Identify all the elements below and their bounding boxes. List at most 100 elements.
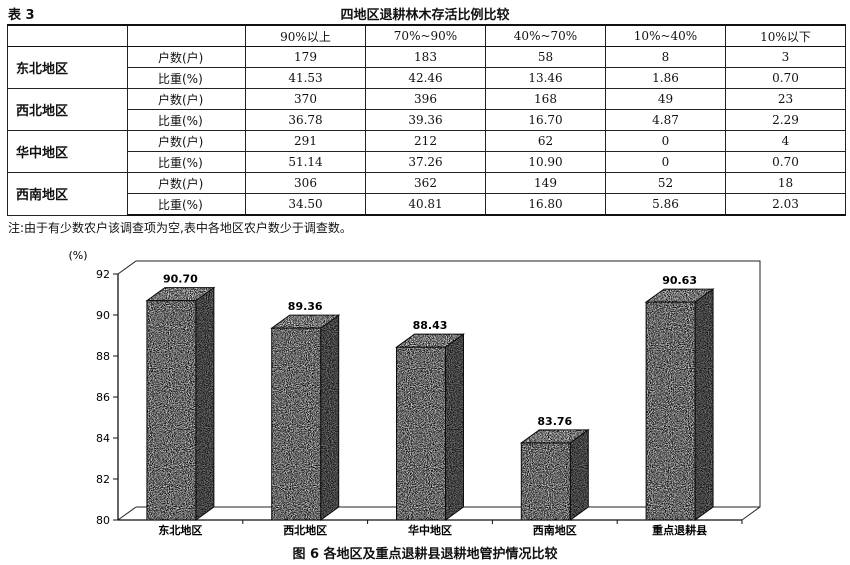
- household-count-cell: 183: [365, 46, 486, 68]
- table-row: 比重(%) 41.53 42.46 13.46 1.86 0.70: [8, 67, 846, 89]
- household-count-cell: 291: [245, 130, 366, 152]
- header-blank-cell: [127, 24, 246, 47]
- share-percent-cell: 16.70: [485, 109, 606, 131]
- x-tick-label: 东北地区: [158, 523, 202, 537]
- bar-top-texture: [646, 289, 714, 303]
- household-count-cell: 370: [245, 88, 366, 110]
- x-tick-label: 重点退耕县: [652, 523, 707, 537]
- share-percent-cell: 2.03: [725, 193, 846, 216]
- bar-value-label: 90.70: [163, 273, 198, 286]
- share-percent-cell: 37.26: [365, 151, 486, 173]
- share-percent-cell: 51.14: [245, 151, 366, 173]
- household-count-cell: 362: [365, 172, 486, 194]
- bar-value-label: 89.36: [288, 300, 323, 313]
- household-count-cell: 306: [245, 172, 366, 194]
- bar-side-texture: [445, 334, 464, 520]
- x-tick-label: 华中地区: [408, 523, 452, 537]
- chart-floor-side-edge: [117, 506, 137, 521]
- share-percent-cell: 13.46: [485, 67, 606, 89]
- bar-top-texture: [146, 287, 214, 301]
- column-header: 10%~40%: [605, 24, 726, 47]
- share-percent-cell: 36.78: [245, 109, 366, 131]
- bar-value-label: 88.43: [413, 319, 448, 332]
- bar: 89.36: [270, 300, 341, 521]
- share-percent-cell: 41.53: [245, 67, 366, 89]
- household-count-cell: 52: [605, 172, 726, 194]
- household-count-cell: 149: [485, 172, 606, 194]
- share-percent-cell: 42.46: [365, 67, 486, 89]
- household-count-cell: 168: [485, 88, 606, 110]
- household-count-cell: 4: [725, 130, 846, 152]
- household-count-cell: 62: [485, 130, 606, 152]
- x-axis-labels: 东北地区 西北地区 华中地区 西南地区 重点退耕县: [158, 520, 743, 537]
- bar-side-texture: [570, 429, 589, 520]
- share-percent-cell: 2.29: [725, 109, 846, 131]
- table-row: 西南地区 户数(户) 306 362 149 52 18: [7, 172, 846, 216]
- household-count-cell: 179: [245, 46, 366, 68]
- bar-front-texture: [271, 328, 321, 520]
- bar-front-texture: [146, 300, 196, 520]
- share-percent-cell: 10.90: [485, 151, 606, 173]
- metric-label-cell: 比重(%): [127, 151, 246, 173]
- share-percent-cell: 16.80: [485, 193, 606, 216]
- x-tick-label: 西北地区: [283, 523, 327, 537]
- y-tick-label: 90: [96, 309, 110, 322]
- metric-label-cell: 比重(%): [127, 109, 246, 131]
- metric-label-cell: 比重(%): [127, 67, 246, 89]
- household-count-cell: 18: [725, 172, 846, 194]
- household-count-cell: 8: [605, 46, 726, 68]
- table-row: 比重(%) 51.14 37.26 10.90 0 0.70: [8, 151, 846, 173]
- table-row: 华中地区 户数(户) 291 212 62 0 4: [7, 130, 846, 173]
- bar: 88.43: [394, 319, 466, 521]
- bar-group: 90.70 89.36 88.43 83.76 90.63: [145, 273, 715, 521]
- bar-top-texture: [396, 334, 464, 348]
- header-blank-cell: [7, 24, 128, 47]
- region-name-cell: 东北地区: [7, 46, 128, 89]
- metric-label-cell: 户数(户): [127, 88, 246, 110]
- bar: 90.63: [644, 274, 715, 521]
- bar: 90.70: [145, 273, 216, 521]
- metric-label-cell: 户数(户): [127, 172, 246, 194]
- household-count-cell: 58: [485, 46, 606, 68]
- bar-side-texture: [195, 287, 214, 520]
- chart-back-wall: [117, 260, 761, 521]
- column-header: 40%~70%: [485, 24, 606, 47]
- share-percent-cell: 0.70: [725, 67, 846, 89]
- table-row: 比重(%) 34.50 40.81 16.80 5.86 2.03: [8, 193, 846, 216]
- metric-label-cell: 户数(户): [127, 46, 246, 68]
- metric-label-cell: 户数(户): [127, 130, 246, 152]
- share-percent-cell: 0.70: [725, 151, 846, 173]
- bar-value-label: 83.76: [537, 415, 572, 428]
- bar-front-texture: [396, 347, 446, 520]
- bar-front-texture: [521, 442, 571, 520]
- bar-front-texture: [646, 302, 696, 520]
- column-header: 10%以下: [725, 24, 846, 47]
- y-tick-label: 84: [96, 432, 110, 445]
- share-percent-cell: 1.86: [605, 67, 726, 89]
- share-percent-cell: 34.50: [245, 193, 366, 216]
- share-percent-cell: 0: [605, 151, 726, 173]
- region-name-cell: 西北地区: [7, 88, 128, 131]
- metric-label-cell: 比重(%): [127, 193, 246, 216]
- household-count-cell: 3: [725, 46, 846, 68]
- table-row: 比重(%) 36.78 39.36 16.70 4.87 2.29: [8, 109, 846, 131]
- column-header: 90%以上: [245, 24, 366, 47]
- share-percent-cell: 39.36: [365, 109, 486, 131]
- household-count-cell: 0: [605, 130, 726, 152]
- bar-top-texture: [521, 429, 589, 443]
- y-tick-label: 86: [96, 391, 110, 404]
- share-percent-cell: 4.87: [605, 109, 726, 131]
- table-header-row: 90%以上 70%~90% 40%~70% 10%~40% 10%以下: [7, 24, 846, 47]
- table-row: 西北地区 户数(户) 370 396 168 49 23: [7, 88, 846, 131]
- share-percent-cell: 40.81: [365, 193, 486, 216]
- table-row: 东北地区 户数(户) 179 183 58 8 3: [7, 46, 846, 89]
- household-count-cell: 23: [725, 88, 846, 110]
- bar-side-texture: [320, 315, 339, 520]
- y-tick-label: 92: [96, 268, 110, 281]
- table-title: 四地区退耕林木存活比例比较: [340, 8, 510, 23]
- household-count-cell: 212: [365, 130, 486, 152]
- y-tick-label: 88: [96, 350, 110, 363]
- y-tick-label: 82: [96, 473, 110, 486]
- y-tick-label: 80: [96, 514, 110, 527]
- household-count-cell: 396: [365, 88, 486, 110]
